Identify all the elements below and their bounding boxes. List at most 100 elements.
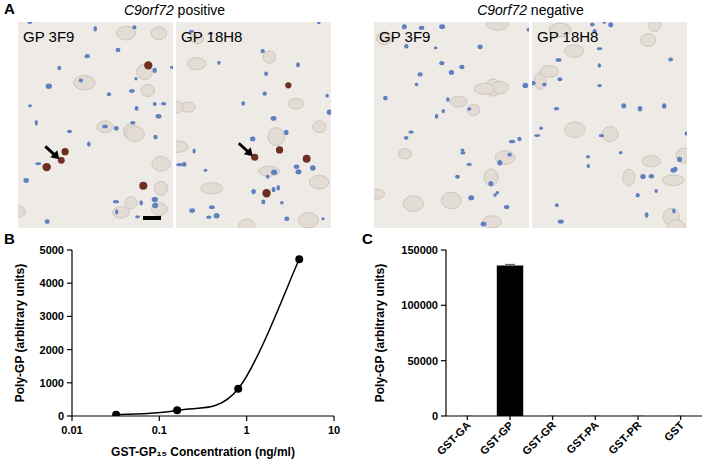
- nucleus: [383, 96, 388, 101]
- y-tick: [67, 283, 72, 284]
- nucleus: [404, 136, 409, 140]
- nucleus: [542, 83, 546, 87]
- error-bar: [590, 416, 600, 417]
- nucleus: [262, 92, 267, 96]
- y-tick-label: 4000: [40, 277, 64, 289]
- x-tick: [159, 416, 160, 421]
- gene-name: C9orf72: [477, 2, 527, 18]
- nucleus: [481, 222, 487, 227]
- nucleus: [439, 61, 444, 65]
- nucleus: [85, 54, 90, 58]
- x-tick: [595, 416, 596, 420]
- nucleus: [261, 49, 265, 53]
- nucleus: [459, 65, 464, 69]
- nucleus: [271, 116, 277, 121]
- cell-body: [676, 148, 687, 163]
- nucleus: [280, 201, 284, 205]
- y-tick: [441, 249, 446, 250]
- bar: [539, 416, 565, 417]
- nucleus: [554, 107, 559, 111]
- nucleus: [497, 160, 502, 165]
- bar: [497, 265, 523, 416]
- nucleus: [327, 110, 331, 115]
- nucleus: [602, 22, 606, 24]
- y-tick-label: 1000: [40, 377, 64, 389]
- x-tick: [509, 416, 510, 420]
- nucleus: [556, 58, 562, 62]
- y-tick: [67, 249, 72, 250]
- cell-body: [374, 189, 385, 199]
- nucleus: [317, 22, 321, 24]
- nucleus: [57, 66, 61, 70]
- x-tick: [467, 416, 468, 420]
- x-axis: [72, 415, 334, 416]
- data-point: [295, 255, 303, 263]
- cell-body: [667, 220, 685, 228]
- nucleus: [621, 103, 626, 108]
- nucleus: [325, 94, 328, 98]
- inclusion: [144, 61, 152, 69]
- inclusion: [139, 182, 147, 190]
- x-tick-label: GST-PR: [606, 419, 643, 456]
- error-bar: [676, 416, 686, 417]
- cell-body: [403, 196, 424, 211]
- x-tick-label: GST: [662, 419, 687, 444]
- cell-body: [239, 219, 255, 228]
- nucleus: [619, 151, 623, 154]
- nucleus: [204, 169, 208, 172]
- micrograph: [532, 22, 687, 228]
- status: positive: [174, 2, 226, 18]
- nucleus: [649, 174, 654, 179]
- micrograph: [374, 22, 529, 228]
- nucleus: [466, 163, 471, 166]
- nucleus: [264, 71, 268, 76]
- cell-body: [176, 141, 188, 153]
- x-tick-label: 0.1: [152, 424, 167, 436]
- error-bar: [462, 416, 472, 417]
- nucleus: [217, 61, 220, 65]
- nucleus: [446, 97, 449, 102]
- cell-body: [313, 121, 326, 133]
- y-tick: [67, 316, 72, 317]
- nucleus: [557, 77, 562, 81]
- nucleus: [415, 83, 419, 86]
- nucleus: [534, 134, 540, 137]
- y-tick-label: 100000: [401, 299, 438, 311]
- nucleus: [434, 46, 438, 49]
- nucleus: [673, 167, 678, 172]
- inclusion: [285, 82, 291, 88]
- nucleus: [241, 101, 245, 105]
- cell-body: [126, 126, 145, 141]
- cell-body: [201, 183, 223, 194]
- nucleus: [135, 106, 139, 111]
- nucleus: [116, 48, 121, 52]
- cell-body: [187, 58, 206, 70]
- status: negative: [527, 2, 584, 18]
- nucleus: [161, 102, 166, 106]
- y-axis-label: Poly-GP (arbitrary units): [13, 264, 27, 402]
- nucleus: [107, 92, 111, 96]
- nucleus: [93, 26, 97, 31]
- scale-bar: [143, 216, 161, 220]
- panel-label: C: [362, 230, 373, 247]
- nucleus: [27, 22, 32, 24]
- nucleus: [152, 197, 158, 202]
- fit-line: [116, 259, 299, 414]
- nucleus: [153, 102, 157, 106]
- nucleus: [261, 200, 265, 205]
- cell-body: [259, 166, 280, 176]
- nucleus: [532, 81, 536, 85]
- plot-area: [462, 264, 685, 416]
- nucleus: [214, 213, 220, 218]
- micrograph: [18, 22, 173, 228]
- nucleus: [295, 169, 301, 174]
- bar: [667, 416, 693, 417]
- chart-b: B0100020003000400050000.010.1110GST-GP₁₅…: [4, 230, 340, 459]
- cell-body: [565, 122, 585, 138]
- error-bar: [548, 416, 558, 417]
- nucleus: [135, 215, 140, 218]
- x-tick-label: GST-PA: [564, 419, 601, 456]
- x-tick: [637, 416, 638, 420]
- error-cap: [676, 416, 686, 417]
- cell-body: [474, 83, 495, 94]
